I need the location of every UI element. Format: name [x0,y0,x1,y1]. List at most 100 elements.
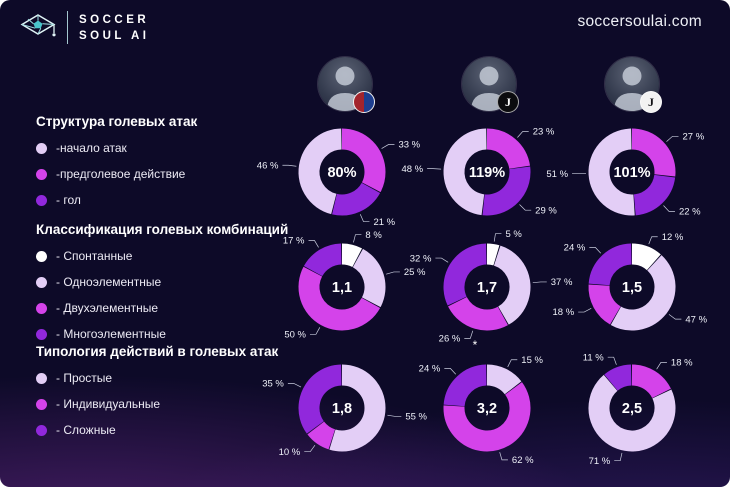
legend-dot [36,424,47,436]
legend-item: - Многоэлементные [36,327,304,341]
donut-chart-classification-1: 8 % 25 % 50 % 17 % 1,1 [262,229,426,345]
donut-chart-typology-3: 18 % 71 % 11 % 2,5 [552,350,712,467]
donut-segment [443,243,531,331]
donut-segment [298,128,386,216]
legend-item: - Спонтанные [36,249,304,263]
legend-item: - Двухэлементные [36,301,304,315]
percent-label: 71 % [589,456,611,467]
percent-label: 18 % [552,307,574,318]
legend-label: - Двухэлементные [56,301,159,315]
club-badge-juventus-icon: J [640,91,662,113]
legend-item: - Сложные [36,423,304,437]
brand-line2: SOUL AI [79,29,150,42]
chart-center-value: 2,5 [622,401,642,417]
percent-label: 62 % [512,455,534,466]
chart-center-value: 101% [613,165,650,181]
legend-label: - Простые [56,371,113,385]
legend-label: -начало атак [56,141,127,155]
brand-divider [67,11,68,44]
percent-label: 48 % [401,164,423,175]
section-action-typology: Типология действий в голевых атак - Прос… [36,344,304,437]
percent-label: 55 % [405,412,427,423]
section-title: Типология действий в голевых атак [36,344,279,359]
percent-label: 51 % [546,169,568,180]
percent-label: 32 % [410,253,432,264]
donut-chart-classification-2: 5 % 37 % 26 % 32 % 1,7 * [407,229,573,352]
website-url: soccersoulai.com [577,13,702,30]
chart-center-value: 1,8 [332,401,352,417]
footnote-asterisk: * [473,338,478,352]
donut-chart-structure-3: 27 % 22 % 51 % 101% [546,114,712,230]
donut-chart-structure-2: 23 % 29 % 48 % 119% [401,114,567,230]
legend-label: - Индивидуальные [56,397,161,411]
club-badge-juventus-icon: J [497,91,519,113]
percent-label: 37 % [551,277,573,288]
brand-logo: SOCCER SOUL AI [20,11,150,44]
legend-label: -предголевое действие [56,167,186,181]
donut-segment [443,243,531,331]
brand-name: SOCCER SOUL AI [79,12,150,44]
donut-segment [588,128,676,216]
legend-dot [36,250,47,262]
percent-label: 12 % [662,232,684,243]
legend-label: - Сложные [56,423,116,437]
legend-dot [36,194,47,206]
percent-label: 33 % [398,140,420,151]
legend-item: -начало атак [36,141,304,155]
donut-segment [588,128,676,216]
legend-dot [36,276,47,288]
legend-label: - Спонтанные [56,249,133,263]
legend-item: - Простые [36,371,304,385]
percent-label: 15 % [521,355,543,366]
chart-center-value: 1,5 [622,280,642,296]
donut-segment [298,364,386,452]
donut-segment [588,243,676,331]
club-badge-bologna-icon [353,91,375,113]
section-goal-attack-structure: Структура голевых атак -начало атак -пре… [36,114,304,207]
percent-label: 21 % [373,217,395,228]
percent-label: 10 % [279,447,301,458]
donut-segment [588,128,676,216]
percent-label: 8 % [365,230,382,241]
legend-label: - гол [56,193,81,207]
percent-label: 23 % [533,127,555,138]
percent-label: 46 % [257,160,279,171]
coach-avatar-2: J [462,57,519,113]
percent-label: 17 % [283,236,305,247]
donut-segment [443,364,531,452]
donut-chart-typology-2: 15 % 62 % 24 % 3,2 [407,350,567,466]
percent-label: 47 % [685,314,707,325]
percent-label: 35 % [262,379,284,390]
donut-segment [443,128,531,216]
donut-segment [588,364,676,452]
chart-center-value: 1,7 [477,280,497,296]
coach-avatar-1 [318,57,375,113]
legend-label: - Одноэлементные [56,275,162,289]
legend-item: - гол [36,193,304,207]
percent-label: 18 % [671,358,693,369]
chart-center-value: 80% [327,165,356,181]
donut-segment [588,364,676,452]
donut-segment [588,364,676,452]
donut-segment [298,364,386,452]
soccer-ball-cap-icon [20,13,56,36]
donut-segment [298,364,386,452]
percent-label: 26 % [439,334,461,345]
percent-label: 25 % [404,267,426,278]
donut-segment [588,243,676,331]
section-title: Классификация голевых комбинаций [36,222,289,237]
chart-center-value: 1,1 [332,280,352,296]
legend-dot [36,168,47,180]
chart-center-value: 3,2 [477,401,497,417]
donut-chart-classification-3: 12 % 47 % 18 % 24 % 1,5 [552,229,712,345]
section-title: Структура голевых атак [36,114,198,129]
donut-segment [298,243,386,331]
donut-segment [443,364,531,452]
legend-dot [36,328,47,340]
percent-label: 5 % [505,229,522,240]
donut-segment [298,128,386,216]
legend-dot [36,372,47,384]
chart-center-value: 119% [469,165,505,181]
percent-label: 29 % [535,205,557,216]
